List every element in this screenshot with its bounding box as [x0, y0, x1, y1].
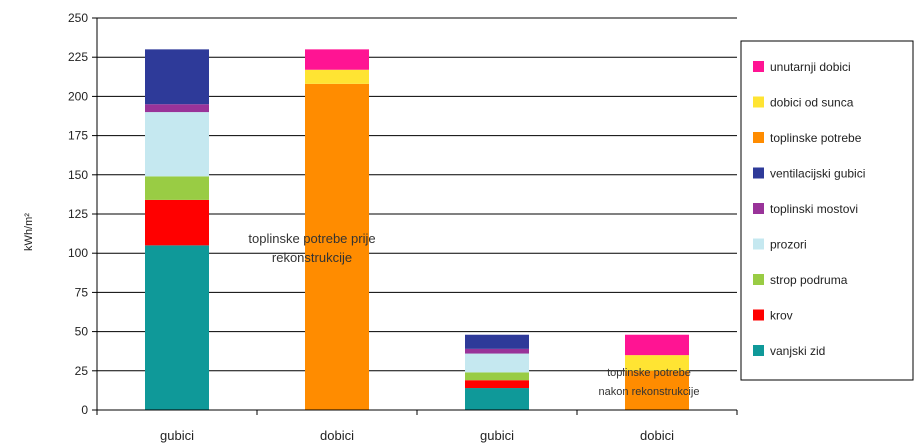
y-axis-label: kWh/m² [23, 213, 35, 251]
x-tick-label-3: gubici [480, 428, 514, 443]
bar-2-dobici-od-sunca [305, 69, 369, 84]
bar-1-vanjski-zid [145, 245, 209, 410]
legend-label-vanjski-zid: vanjski zid [770, 344, 825, 358]
bar-3-krov [465, 380, 529, 389]
y-tick-label-175: 175 [68, 129, 88, 143]
y-tick-label-225: 225 [68, 50, 88, 64]
bar-4-unutarnji-dobici [625, 334, 689, 356]
legend-label-unutarnji-dobici: unutarnji dobici [770, 60, 851, 74]
bar-1-krov [145, 199, 209, 246]
legend-swatch-vanjski-zid [753, 345, 764, 356]
legend-label-strop-podruma: strop podruma [770, 273, 848, 287]
y-tick-label-75: 75 [75, 285, 89, 299]
bar-3-strop-podruma [465, 372, 529, 381]
x-tick-label-1: gubici [160, 428, 194, 443]
legend-swatch-strop-podruma [753, 274, 764, 285]
legend-label-ventilacijski-gubici: ventilacijski gubici [770, 167, 865, 181]
annotation-before-line-1: toplinske potrebe prije [248, 231, 375, 246]
legend-label-toplinske-potrebe: toplinske potrebe [770, 131, 862, 145]
x-tick-label-2: dobici [320, 428, 354, 443]
bar-3-ventilacijski-gubici [465, 334, 529, 349]
legend-swatch-krov [753, 309, 764, 321]
y-tick-label-100: 100 [68, 246, 88, 260]
legend-label-toplinski-mostovi: toplinski mostovi [770, 202, 858, 216]
y-tick-label-25: 25 [75, 364, 89, 378]
bar-3-prozori [465, 353, 529, 373]
legend-swatch-toplinski-mostovi [753, 203, 764, 214]
y-tick-label-200: 200 [68, 89, 88, 103]
y-tick-label-150: 150 [68, 168, 88, 182]
bar-1-ventilacijski-gubici [145, 49, 209, 105]
legend-swatch-dobici-od-sunca [753, 96, 764, 108]
legend-swatch-ventilacijski-gubici [753, 167, 764, 179]
bar-3-vanjski-zid [465, 388, 529, 410]
bar-4-dobici-od-sunca [625, 355, 689, 371]
legend-label-prozori: prozori [770, 238, 807, 252]
axes: 0 25 50 75 100 125 150 175 200 225 250 gubici dobici… [68, 11, 738, 443]
bar-3-toplinski-mostovi [465, 348, 529, 354]
bar-4-toplinske-potrebe [625, 370, 689, 410]
annotation-after-line-1: toplinske potrebe [607, 367, 691, 379]
bar-1-strop-podruma [145, 176, 209, 200]
x-tick-label-4: dobici [640, 428, 674, 443]
legend-swatch-toplinske-potrebe [753, 132, 764, 143]
legend-swatch-prozori [753, 238, 764, 250]
y-tick-label-250: 250 [68, 11, 88, 25]
annotation-before-line-2: rekonstrukcije [272, 250, 352, 265]
bar-2-toplinske-potrebe [305, 83, 369, 410]
legend-box [740, 40, 914, 381]
y-tick-label-50: 50 [75, 325, 89, 339]
y-tick-label-0: 0 [81, 403, 88, 417]
bars [145, 49, 689, 410]
annotation-after-line-2: nakon rekonstrukcije [599, 386, 700, 398]
y-tick-label-125: 125 [68, 207, 88, 221]
legend: unutarnji dobici dobici od sunca toplinske… [740, 40, 914, 381]
legend-label-dobici-od-sunca: dobici od sunca [770, 96, 854, 110]
legend-swatch-unutarnji-dobici [753, 61, 764, 72]
bar-2-unutarnji-dobici [305, 49, 369, 70]
legend-label-krov: krov [770, 309, 793, 323]
bar-1-toplinski-mostovi [145, 104, 209, 113]
bar-1-prozori [145, 112, 209, 177]
